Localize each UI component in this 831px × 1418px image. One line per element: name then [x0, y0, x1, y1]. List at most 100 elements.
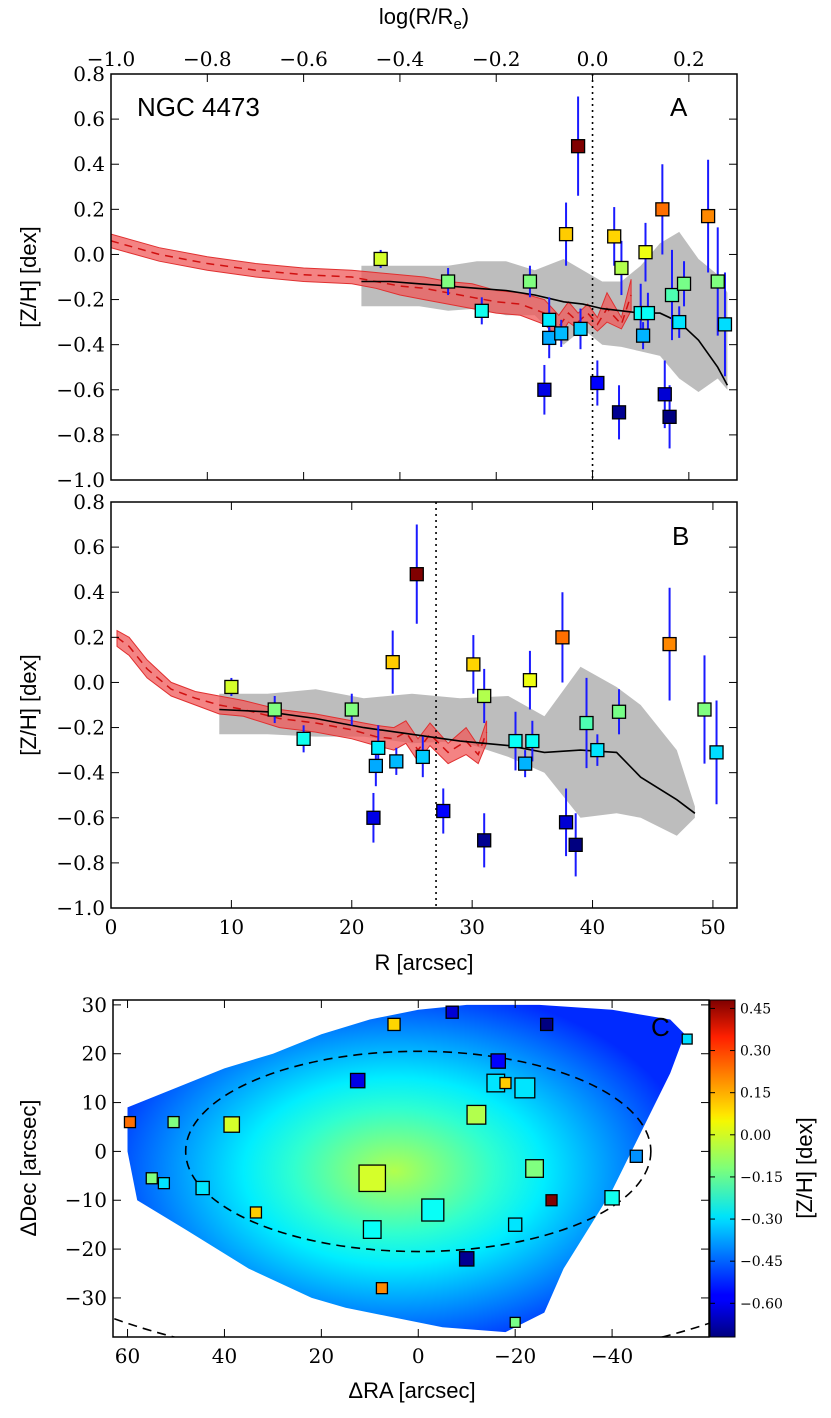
gc-square-8 — [358, 1164, 387, 1193]
ytick-label-6: 0.2 — [73, 625, 105, 649]
data-point-17 — [638, 245, 653, 260]
data-point-18 — [640, 305, 656, 321]
gc-square-0 — [123, 1115, 137, 1129]
colorbar-tick-label-4: −0.15 — [740, 1170, 783, 1186]
data-point-18 — [525, 733, 540, 749]
colorbar-tick-label-2: 0.15 — [740, 1086, 771, 1102]
data-point-9 — [570, 139, 586, 154]
c-ytick-label-2: −10 — [65, 1188, 107, 1212]
data-point-5 — [368, 758, 383, 774]
gc-square-27 — [681, 1033, 693, 1045]
c-ytick-label-0: −30 — [65, 1286, 107, 1310]
colorbar-tick-label-5: −0.30 — [740, 1212, 783, 1228]
data-point-22 — [579, 715, 594, 731]
data-point-1 — [440, 274, 456, 289]
data-point-23 — [672, 314, 687, 330]
data-point-2 — [474, 303, 489, 318]
ytick-label-0: −1.0 — [56, 468, 105, 492]
panel-a-label: A — [670, 92, 688, 122]
data-mean-line — [219, 708, 696, 814]
c-xtick-label-2: 20 — [309, 1344, 334, 1368]
data-point-27 — [709, 745, 724, 760]
gc-square-24 — [545, 1194, 558, 1207]
model-mean-line — [111, 240, 632, 328]
c-ytick-label-3: 0 — [94, 1139, 107, 1163]
c-ytick-label-5: 20 — [82, 1042, 107, 1066]
ytick-label-9: 0.8 — [73, 490, 105, 514]
model-band — [111, 233, 632, 339]
colorbar-tick-label-3: 0.00 — [740, 1128, 771, 1144]
ytick-label-3: −0.4 — [56, 333, 105, 357]
panel-a-frame — [110, 73, 738, 481]
ytick-label-2: −0.6 — [56, 806, 105, 830]
panel-c-label: C — [651, 1012, 670, 1042]
ytick-label-4: −0.2 — [56, 716, 105, 740]
ytick-label-5: 0.0 — [73, 670, 105, 694]
data-point-15 — [508, 733, 523, 749]
gc-square-2 — [145, 1172, 158, 1185]
data-point-0 — [373, 251, 388, 267]
ytick-label-8: 0.6 — [73, 535, 105, 559]
model-mean-line — [116, 636, 488, 757]
xtick-label-1: 10 — [219, 915, 244, 939]
panel-c-frame — [112, 999, 710, 1338]
c-xtick-label-0: 60 — [115, 1344, 140, 1368]
panel-b: −1.0 −0.8 −0.6 −0.4 −0.2 0.0 0.2 0.4 0.6 0.8 0 10 20… — [16, 490, 738, 975]
gc-square-19 — [507, 1217, 523, 1232]
gc-square-15 — [466, 1104, 487, 1125]
data-point-1 — [267, 702, 282, 717]
gc-square-12 — [421, 1198, 445, 1222]
data-point-13 — [477, 833, 492, 848]
data-point-25 — [662, 636, 677, 652]
data-point-16 — [517, 756, 533, 771]
ytick-label-9: 0.8 — [73, 62, 105, 86]
data-point-26 — [710, 274, 725, 289]
gc-square-1 — [167, 1115, 180, 1129]
gc-square-26 — [629, 1149, 644, 1163]
data-point-22 — [664, 287, 680, 303]
data-point-23 — [590, 742, 605, 758]
data-point-21 — [662, 409, 677, 424]
xtick-label-4: −0.2 — [472, 47, 521, 71]
panel-c: −30 −20 −10 0 10 20 30 60 40 20 0 −20 −40 C ΔRA [arc… — [16, 993, 817, 1403]
c-ytick-label-1: −20 — [65, 1237, 107, 1261]
ytick-label-5: 0.0 — [73, 242, 105, 266]
chart-title: NGC 4473 — [137, 92, 260, 122]
c-xtick-label-3: 0 — [412, 1344, 425, 1368]
gc-square-16 — [490, 1053, 507, 1069]
gc-square-5 — [223, 1116, 241, 1133]
panel-a-top-xlabel: log(R/Re) — [379, 4, 469, 33]
data-point-13 — [611, 405, 627, 420]
xtick-label-5: 50 — [700, 915, 725, 939]
gc-square-6 — [249, 1206, 263, 1219]
data-point-10 — [573, 321, 588, 337]
data-point-6 — [542, 312, 557, 328]
data-point-4 — [537, 382, 552, 397]
colorbar-tick-label-6: −0.45 — [740, 1254, 783, 1270]
panel-c-xlabel: ΔRA [arcsec] — [348, 1378, 475, 1403]
panel-b-xlabel: R [arcsec] — [374, 950, 473, 975]
panel-b-label: B — [672, 521, 689, 551]
c-ytick-label-4: 10 — [82, 1091, 107, 1115]
data-point-11 — [590, 375, 605, 391]
xtick-label-2: 20 — [339, 915, 364, 939]
gc-square-3 — [157, 1177, 171, 1190]
data-point-27 — [717, 317, 733, 332]
colorbar-label: [Z/H] [dex] — [792, 1117, 817, 1218]
data-point-4 — [366, 810, 381, 825]
data-point-3 — [522, 274, 538, 289]
xtick-label-3: −0.4 — [376, 47, 425, 71]
xtick-label-5: 0.0 — [577, 47, 609, 71]
data-point-25 — [700, 208, 716, 224]
panel-b-frame — [110, 501, 738, 909]
panel-c-ylabel: ΔDec [arcsec] — [16, 1100, 41, 1237]
xtick-label-2: −0.6 — [279, 47, 328, 71]
gc-square-23 — [539, 1017, 554, 1032]
gc-square-14 — [458, 1251, 475, 1267]
data-point-11 — [436, 803, 451, 819]
data-point-24 — [611, 704, 627, 719]
data-point-2 — [296, 731, 311, 746]
data-point-12 — [607, 229, 622, 244]
ytick-label-7: 0.4 — [73, 152, 105, 176]
gc-square-10 — [375, 1282, 389, 1295]
